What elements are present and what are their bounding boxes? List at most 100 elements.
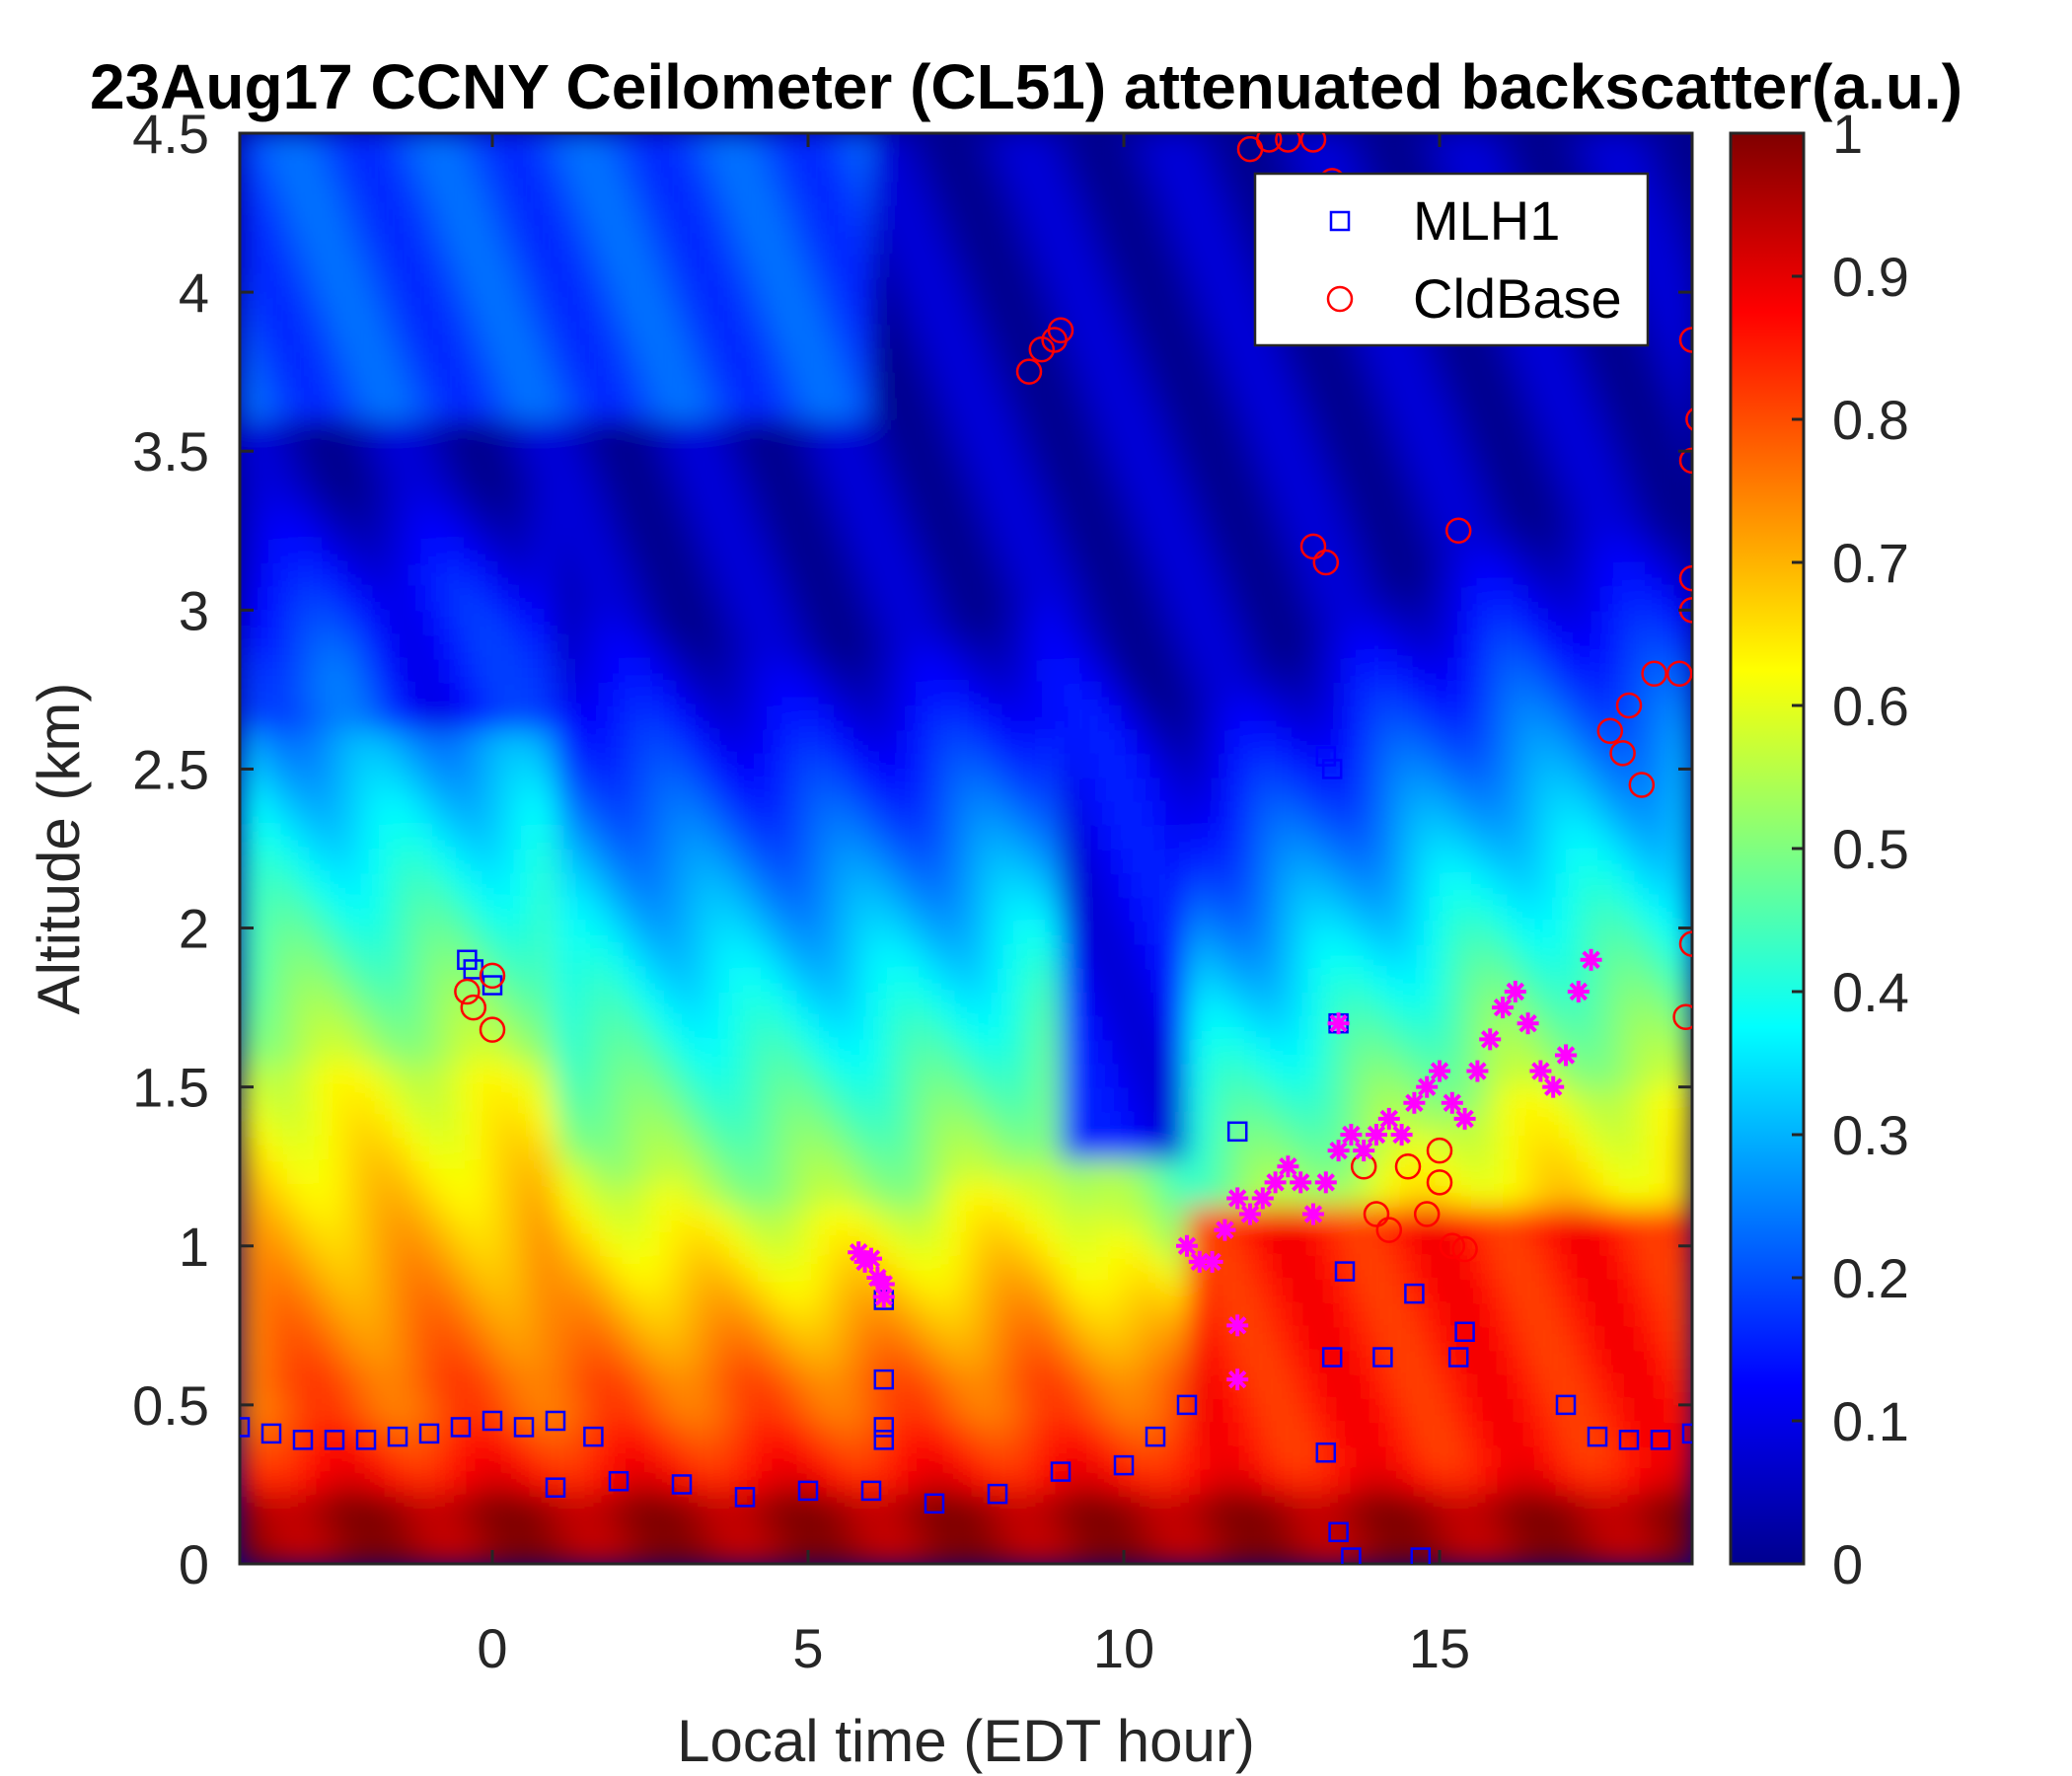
heatmap-cell [1471, 443, 1488, 469]
heatmap-cell [1234, 992, 1251, 1017]
heatmap-cell [382, 1539, 399, 1564]
heatmap-cell [1392, 586, 1409, 612]
heatmap-cell [1313, 1301, 1330, 1327]
heatmap-cell [1518, 419, 1535, 445]
heatmap-cell [1187, 1086, 1204, 1112]
heatmap-cell [1534, 347, 1551, 373]
heatmap-cell [1392, 943, 1409, 969]
heatmap-cell [966, 1015, 983, 1041]
heatmap-cell [382, 1039, 399, 1065]
heatmap-cell [1140, 538, 1156, 563]
heatmap-cell [729, 204, 746, 230]
heatmap-cell [429, 276, 446, 302]
heatmap-cell [761, 1396, 777, 1422]
heatmap-cell [571, 920, 588, 945]
heatmap-cell [1361, 1516, 1377, 1541]
heatmap-cell [540, 681, 556, 706]
heatmap-cell [871, 443, 888, 469]
heatmap-cell [382, 967, 399, 993]
heatmap-cell [271, 1039, 288, 1065]
heatmap-cell [555, 347, 572, 373]
heatmap-cell [824, 967, 841, 993]
heatmap-cell [1140, 992, 1156, 1017]
heatmap-cell [382, 657, 399, 683]
heatmap-cell [792, 1396, 809, 1422]
heatmap-cell [508, 133, 525, 159]
heatmap-cell [1266, 872, 1283, 898]
heatmap-cell [761, 657, 777, 683]
heatmap-cell [1408, 800, 1425, 826]
heatmap-cell [777, 1063, 793, 1088]
heatmap-cell [855, 1110, 872, 1136]
heatmap-cell [682, 204, 699, 230]
heatmap-cell [1061, 1015, 1077, 1041]
heatmap-cell [1108, 1349, 1125, 1374]
heatmap-cell [950, 1039, 967, 1065]
heatmap-cell [1550, 1421, 1567, 1446]
heatmap-cell [982, 490, 999, 516]
heatmap-cell [508, 1396, 525, 1422]
heatmap-cell [1297, 1444, 1314, 1470]
heatmap-cell [429, 1444, 446, 1470]
heatmap-cell [271, 395, 288, 420]
heatmap-cell [1518, 705, 1535, 731]
heatmap-cell [1076, 800, 1093, 826]
heatmap-cell [808, 562, 825, 588]
heatmap-cell [1076, 1110, 1093, 1136]
heatmap-cell [492, 729, 509, 755]
heatmap-cell [745, 824, 762, 850]
heatmap-cell [1297, 1229, 1314, 1255]
heatmap-cell [1234, 633, 1251, 659]
heatmap-cell [682, 1015, 699, 1041]
heatmap-cell [287, 1110, 304, 1136]
heatmap-cell [1408, 777, 1425, 802]
heatmap-cell [492, 800, 509, 826]
heatmap-cell [887, 992, 904, 1017]
heatmap-cell [1140, 443, 1156, 469]
heatmap-cell [1155, 1039, 1172, 1065]
heatmap-cell [603, 347, 620, 373]
heatmap-cell [650, 705, 667, 731]
heatmap-cell [729, 300, 746, 326]
heatmap-cell [745, 800, 762, 826]
heatmap-cell [982, 133, 999, 159]
heatmap-cell [1203, 228, 1220, 254]
heatmap-cell [366, 943, 383, 969]
heatmap-cell [824, 300, 841, 326]
heatmap-cell [366, 1516, 383, 1541]
heatmap-cell [1187, 1421, 1204, 1446]
heatmap-cell [966, 1444, 983, 1470]
heatmap-cell [792, 992, 809, 1017]
heatmap-cell [398, 753, 414, 778]
heatmap-cell [1329, 1396, 1346, 1422]
heatmap-cell [256, 443, 272, 469]
heatmap-cell [729, 824, 746, 850]
heatmap-cell [1124, 1253, 1141, 1279]
heatmap-cell [1376, 610, 1393, 635]
heatmap-cell [1155, 1301, 1172, 1327]
heatmap-cell [634, 490, 651, 516]
heatmap-cell [1171, 276, 1188, 302]
heatmap-cell [1013, 849, 1030, 874]
heatmap-cell [1329, 1278, 1346, 1303]
heatmap-cell [950, 1349, 967, 1374]
heatmap-cell [1219, 705, 1235, 731]
heatmap-cell [1219, 181, 1235, 206]
heatmap-cell [461, 586, 478, 612]
heatmap-cell [319, 300, 335, 326]
heatmap-cell [1345, 1539, 1362, 1564]
heatmap-cell [1155, 1492, 1172, 1517]
heatmap-cell [1124, 276, 1141, 302]
heatmap-cell [619, 300, 635, 326]
heatmap-cell [287, 800, 304, 826]
heatmap-cell [492, 753, 509, 778]
heatmap-cell [1455, 395, 1472, 420]
heatmap-cell [413, 1086, 430, 1112]
heatmap-cell [555, 1301, 572, 1327]
heatmap-cell [761, 992, 777, 1017]
heatmap-cell [524, 800, 541, 826]
heatmap-cell [1297, 992, 1314, 1017]
heatmap-cell [508, 920, 525, 945]
heatmap-cell [1203, 657, 1220, 683]
heatmap-cell [1329, 896, 1346, 922]
